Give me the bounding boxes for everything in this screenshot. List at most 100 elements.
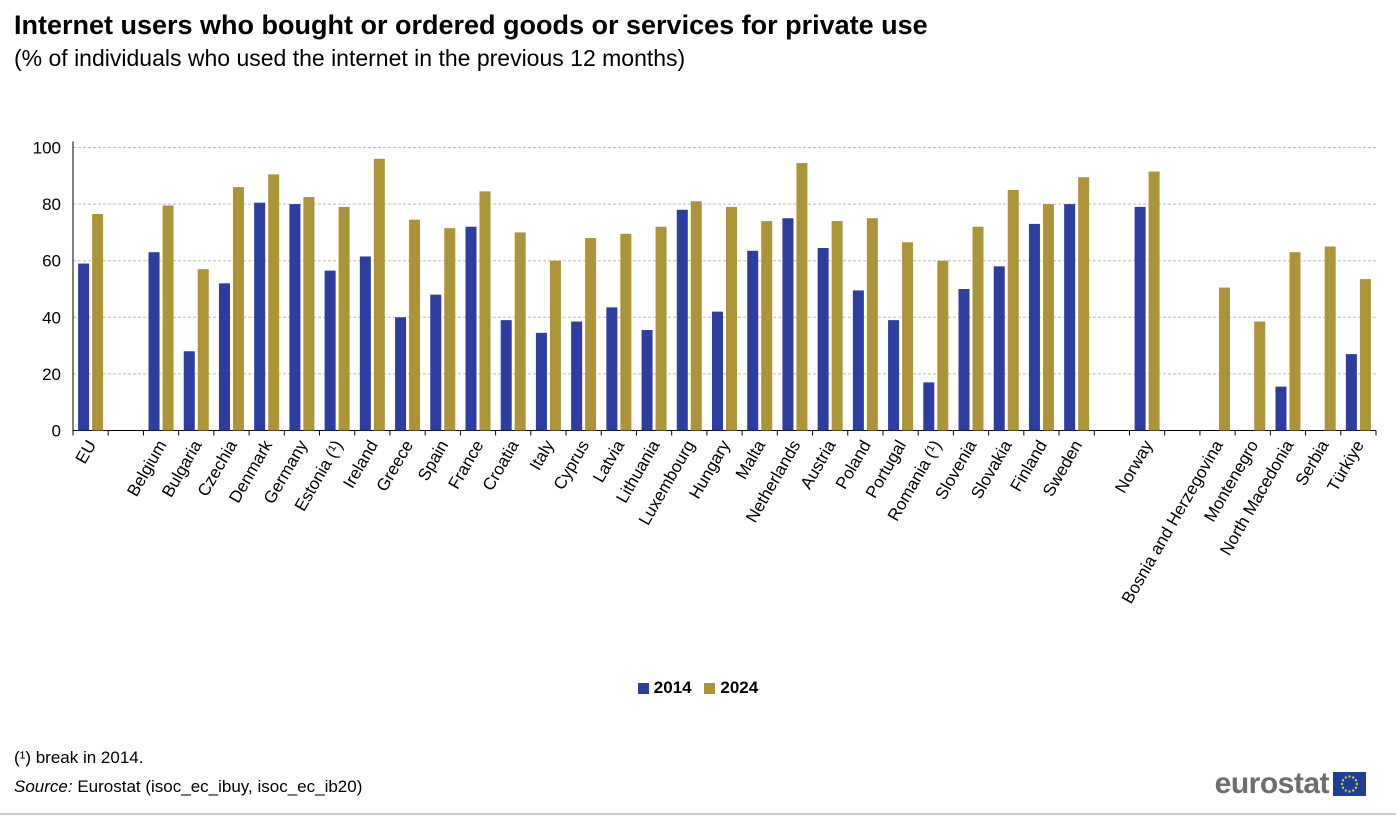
bar-2024	[726, 206, 737, 431]
flag-star	[1344, 776, 1347, 779]
bar-2014	[465, 226, 477, 431]
bar-2024	[1148, 171, 1160, 431]
eurostat-logo: eurostat	[1215, 767, 1366, 801]
bar-2014	[254, 202, 266, 431]
bar-2024	[655, 226, 667, 431]
y-tick-label-80: 80	[42, 195, 61, 214]
bar-2024	[232, 187, 244, 431]
flag-star	[1344, 789, 1347, 792]
bar-2014	[993, 266, 1005, 431]
footnote: (¹) break in 2014.	[14, 748, 144, 767]
source-note: Source: Eurostat (isoc_ec_ibuy, isoc_ec_…	[14, 777, 362, 797]
bar-2024	[92, 214, 104, 431]
bar-2024	[514, 232, 526, 431]
bar-2014	[359, 256, 371, 431]
flag-star	[1352, 789, 1355, 792]
bar-2024	[585, 238, 597, 431]
chart-title: Internet users who bought or ordered goo…	[14, 10, 928, 40]
bar-2024	[620, 233, 632, 431]
bar-2014	[218, 283, 230, 431]
bar-2024	[1254, 321, 1266, 431]
x-tick-label: Malta	[732, 437, 770, 483]
chart-subtitle: (% of individuals who used the internet …	[14, 45, 686, 71]
bar-2024	[972, 226, 984, 431]
bar-2014	[712, 311, 723, 431]
bar-2024	[1324, 246, 1336, 431]
bar-2014	[289, 204, 301, 431]
bar-2014	[1134, 206, 1146, 431]
bar-2024	[303, 197, 315, 431]
bar-2014	[1275, 386, 1287, 431]
bottom-divider	[0, 813, 1396, 815]
bar-2024	[866, 218, 878, 431]
legend-swatch-2014	[637, 682, 649, 694]
bar-2014	[500, 320, 512, 431]
bar-2014	[676, 209, 688, 431]
bar-2014	[606, 307, 618, 431]
legend-label-2014: 2014	[653, 678, 692, 697]
bar-2014	[782, 218, 794, 431]
flag-star	[1341, 786, 1345, 789]
x-tick-label: Spain	[414, 437, 452, 484]
flag-star	[1354, 786, 1358, 789]
y-tick-label-100: 100	[33, 139, 61, 158]
bar-2014	[535, 332, 547, 431]
bar-2014	[888, 320, 900, 431]
bar-2014	[324, 270, 336, 431]
flag-star	[1341, 779, 1345, 782]
bar-2024	[444, 228, 456, 431]
bar-2024	[1289, 252, 1301, 431]
y-tick-label-0: 0	[52, 422, 61, 441]
bar-2024	[902, 242, 914, 431]
bar-2024	[409, 219, 421, 431]
legend: 2014 2024	[0, 678, 1396, 699]
bar-2024	[1078, 177, 1090, 431]
flag-star	[1340, 782, 1344, 786]
legend-label-2024: 2024	[720, 678, 759, 697]
bar-2014	[817, 247, 829, 431]
flag-star	[1348, 775, 1351, 778]
bar-2014	[148, 252, 160, 431]
bar-2024	[1042, 204, 1054, 431]
bar-2024	[761, 221, 773, 431]
bar-2024	[831, 221, 843, 431]
bar-2014	[958, 289, 970, 431]
bar-2014	[78, 263, 90, 431]
bar-2014	[571, 321, 583, 431]
y-tick-label-60: 60	[42, 252, 61, 271]
bar-2014	[1345, 354, 1357, 431]
flag-star	[1354, 779, 1358, 782]
bar-2024	[268, 174, 280, 431]
bar-2024	[937, 260, 949, 431]
logo-text: eurostat	[1214, 767, 1330, 800]
bar-2024	[1007, 189, 1019, 431]
legend-swatch-2024	[704, 682, 716, 694]
bar-2024	[796, 163, 808, 431]
bar-2024	[197, 269, 209, 431]
bar-2014	[183, 351, 195, 431]
y-tick-label-20: 20	[42, 365, 61, 384]
legend-item-2014: 2014	[637, 678, 692, 698]
flag-star	[1355, 782, 1359, 786]
flag-star	[1348, 790, 1351, 793]
source-label: Source:	[14, 777, 73, 796]
x-tick-label: Italy	[526, 437, 558, 474]
bar-2014	[641, 330, 653, 431]
bar-2024	[1359, 279, 1371, 431]
bar-2014	[852, 290, 864, 431]
x-tick-label: Norway	[1111, 437, 1157, 497]
bar-2024	[1219, 287, 1231, 431]
bar-2014	[1028, 223, 1040, 431]
bar-2014	[1064, 204, 1076, 431]
bar-2024	[690, 201, 702, 431]
eu-flag-icon	[1333, 772, 1366, 796]
legend-item-2024: 2024	[704, 678, 758, 698]
bar-2014	[395, 317, 407, 431]
bar-2024	[338, 206, 350, 431]
x-tick-label: Cyprus	[550, 437, 593, 493]
flag-star	[1352, 776, 1355, 779]
y-tick-label-40: 40	[42, 308, 61, 327]
source-text: Eurostat (isoc_ec_ibuy, isoc_ec_ib20)	[72, 777, 363, 796]
bar-2024	[162, 205, 174, 431]
